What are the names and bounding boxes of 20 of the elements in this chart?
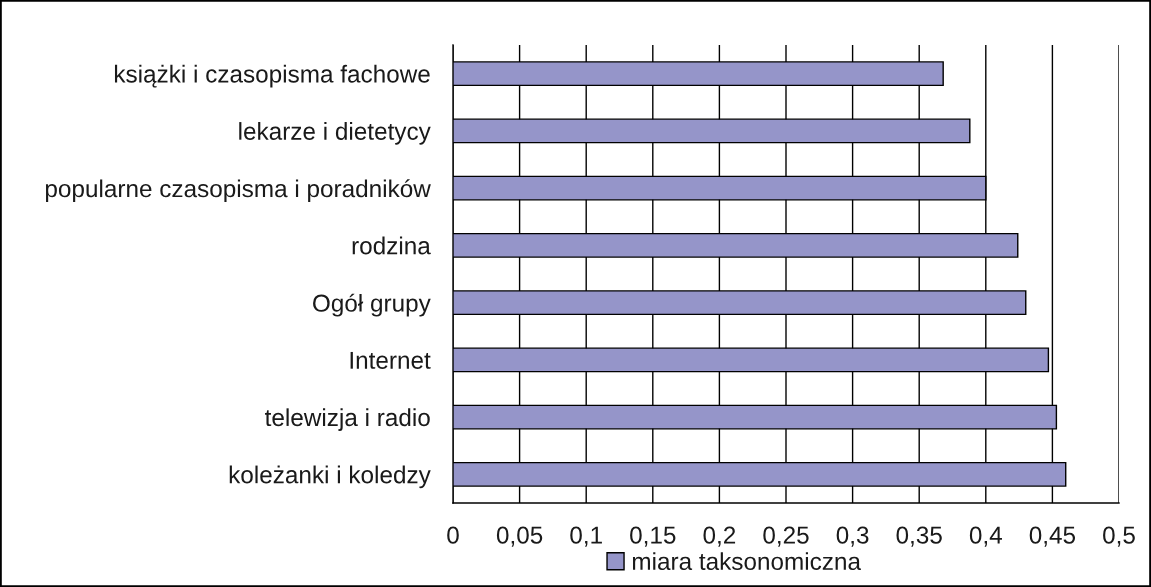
y-tick-label: Internet <box>350 351 431 369</box>
y-tick-label: koleżanki i koledzy <box>229 465 431 489</box>
y-tick-label: książki i czasopisma fachowe <box>114 64 430 88</box>
x-tick-label: 0,2 <box>703 526 736 547</box>
y-tick-label: rodzina <box>352 236 431 255</box>
x-tick-label: 0,05 <box>496 526 543 547</box>
x-tick-label: 0,4 <box>969 526 1002 547</box>
y-tick-label: lekarze i dietetycy <box>239 122 431 145</box>
x-tick-label: 0 <box>447 526 459 544</box>
x-tick-label: 0,5 <box>1103 526 1135 547</box>
x-tick-label: 0,45 <box>1029 526 1076 547</box>
legend-label: miara taksonomiczna <box>632 552 861 571</box>
x-tick-label: 0,1 <box>570 526 602 547</box>
x-tick-label: 0,25 <box>763 526 809 547</box>
y-tick-label: telewizja i radio <box>264 408 430 431</box>
x-tick-label: 0,35 <box>896 526 942 547</box>
y-tick-label: popularne czasopisma i poradników <box>45 179 431 203</box>
x-tick-label: 0,3 <box>836 526 869 547</box>
x-tick-label: 0,15 <box>630 526 676 547</box>
y-tick-label: Ogół grupy <box>313 293 431 317</box>
